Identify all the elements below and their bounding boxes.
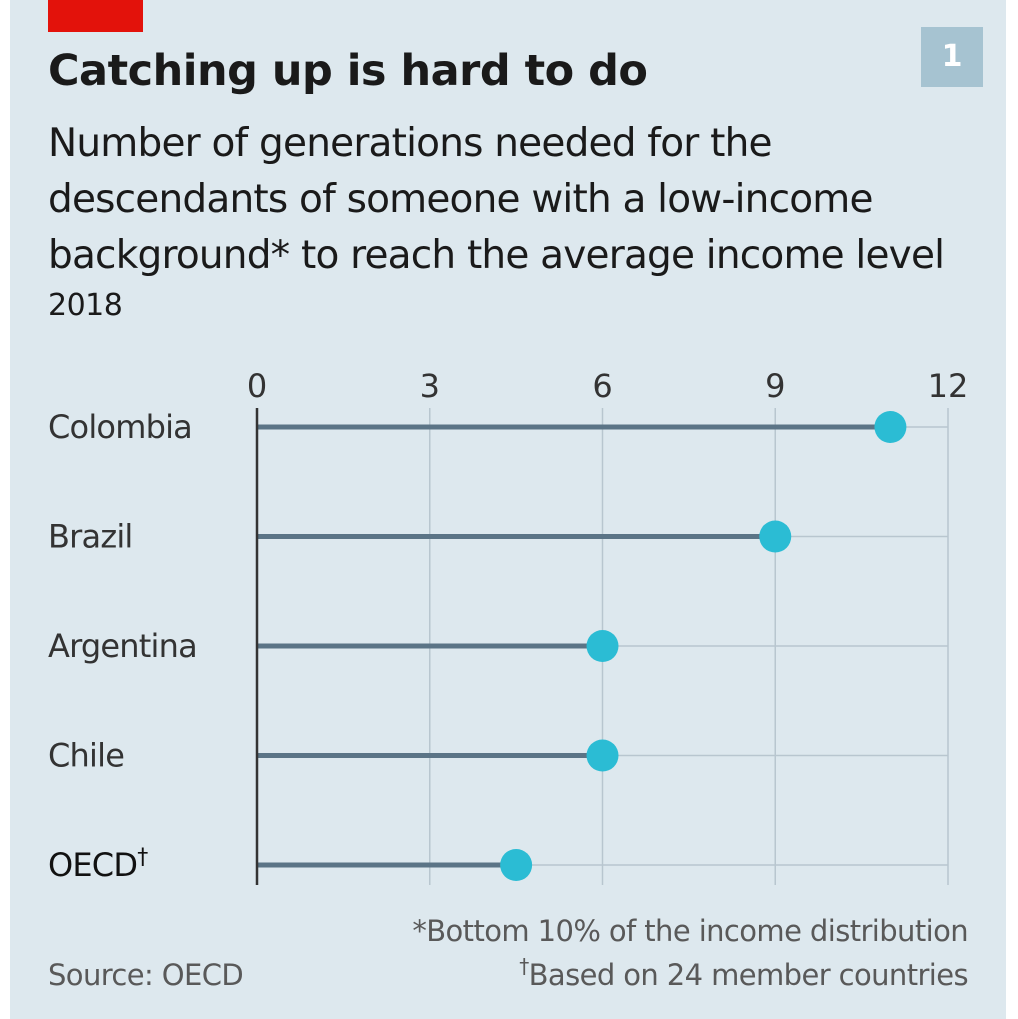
category-dagger-oecd: †: [137, 845, 148, 870]
footnote-bottom-10: *Bottom 10% of the income distribution: [412, 914, 968, 948]
brand-red-bar: [48, 0, 143, 32]
dot-chile: [586, 739, 619, 772]
category-label-oecd: OECD†: [48, 845, 148, 884]
x-tick-label-3: 3: [420, 367, 440, 405]
footnote-oecd-text: Based on 24 member countries: [528, 958, 969, 992]
source-note: Source: OECD: [48, 958, 244, 992]
x-tick-label-9: 9: [765, 367, 785, 405]
chart-year: 2018: [48, 288, 123, 323]
chart-panel: [10, 0, 1006, 1019]
dot-oecd: [500, 849, 533, 881]
x-tick-label-0: 0: [247, 367, 267, 405]
footnote-dagger: †: [519, 954, 529, 978]
dot-argentina: [586, 630, 619, 662]
footnote-oecd-members: †Based on 24 member countries: [519, 954, 969, 992]
dot-brazil: [759, 520, 792, 553]
category-label-brazil: Brazil: [48, 518, 133, 556]
chart-subtitle: Number of generations needed for the des…: [48, 121, 945, 278]
category-label-argentina: Argentina: [48, 627, 197, 665]
category-label-colombia: Colombia: [48, 408, 192, 446]
chart-title: Catching up is hard to do: [48, 46, 648, 96]
chart-number-badge: 1: [921, 27, 983, 87]
category-label-chile: Chile: [48, 737, 124, 775]
x-tick-label-12: 12: [928, 367, 969, 405]
x-tick-label-6: 6: [592, 367, 612, 405]
dot-colombia: [874, 411, 907, 443]
